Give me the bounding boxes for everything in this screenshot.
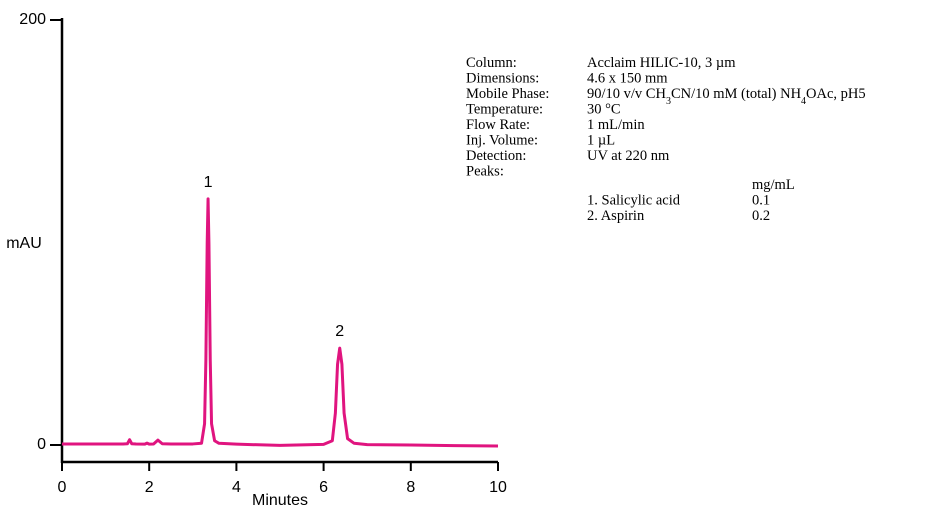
info-value-part: 90/10 v/v CH bbox=[587, 86, 666, 102]
info-value: 90/10 v/v CH3CN/10 mM (total) NH4OAc, pH… bbox=[587, 86, 866, 107]
y-axis-label: mAU bbox=[6, 235, 42, 252]
info-value: 4.6 x 150 mm bbox=[587, 71, 668, 87]
peak-conc: 0.1 bbox=[752, 193, 770, 209]
info-value-part: CN/10 mM (total) NH bbox=[671, 86, 802, 102]
info-label: Column: bbox=[466, 55, 517, 71]
info-label: Inj. Volume: bbox=[466, 133, 538, 149]
x-tick-label: 10 bbox=[489, 479, 507, 496]
units-header: mg/mL bbox=[752, 177, 795, 193]
info-value-part: OAc, pH5 bbox=[806, 86, 866, 102]
info-value-part: 1 mL/min bbox=[587, 117, 645, 133]
info-value-part: 4.6 x 150 mm bbox=[587, 71, 668, 87]
x-tick-label: 0 bbox=[58, 479, 67, 496]
info-value: Acclaim HILIC-10, 3 µm bbox=[587, 55, 736, 71]
peak-name: 1. Salicylic acid bbox=[587, 193, 681, 209]
info-value-part: UV at 220 nm bbox=[587, 148, 670, 164]
peak-label: 1 bbox=[204, 174, 213, 191]
info-label: Temperature: bbox=[466, 102, 543, 118]
peak-name: 2. Aspirin bbox=[587, 208, 645, 224]
info-label: Flow Rate: bbox=[466, 117, 530, 133]
info-value-part: 4 bbox=[801, 96, 806, 107]
info-value-part: Acclaim HILIC-10, 3 µm bbox=[587, 55, 736, 71]
info-value: 1 mL/min bbox=[587, 117, 645, 133]
info-value: 30 °C bbox=[587, 102, 621, 118]
info-label: Peaks: bbox=[466, 164, 504, 180]
info-value-part: 30 °C bbox=[587, 102, 621, 118]
info-value-part: 1 µL bbox=[587, 133, 615, 149]
y-tick-label: 0 bbox=[37, 436, 46, 453]
info-value: UV at 220 nm bbox=[587, 148, 670, 164]
trace bbox=[62, 197, 499, 448]
x-tick-label: 6 bbox=[319, 479, 328, 496]
y-tick-label: 200 bbox=[19, 11, 46, 28]
info-label: Dimensions: bbox=[466, 71, 539, 87]
x-axis-label: Minutes bbox=[252, 492, 308, 509]
x-tick-label: 2 bbox=[145, 479, 154, 496]
info-value: 1 µL bbox=[587, 133, 615, 149]
info-value-part: 3 bbox=[666, 96, 671, 107]
peak-label: 2 bbox=[335, 323, 344, 340]
info-label: Mobile Phase: bbox=[466, 86, 549, 102]
peak-conc: 0.2 bbox=[752, 208, 770, 224]
info-label: Detection: bbox=[466, 148, 526, 164]
x-tick-label: 8 bbox=[406, 479, 415, 496]
x-tick-label: 4 bbox=[232, 479, 241, 496]
